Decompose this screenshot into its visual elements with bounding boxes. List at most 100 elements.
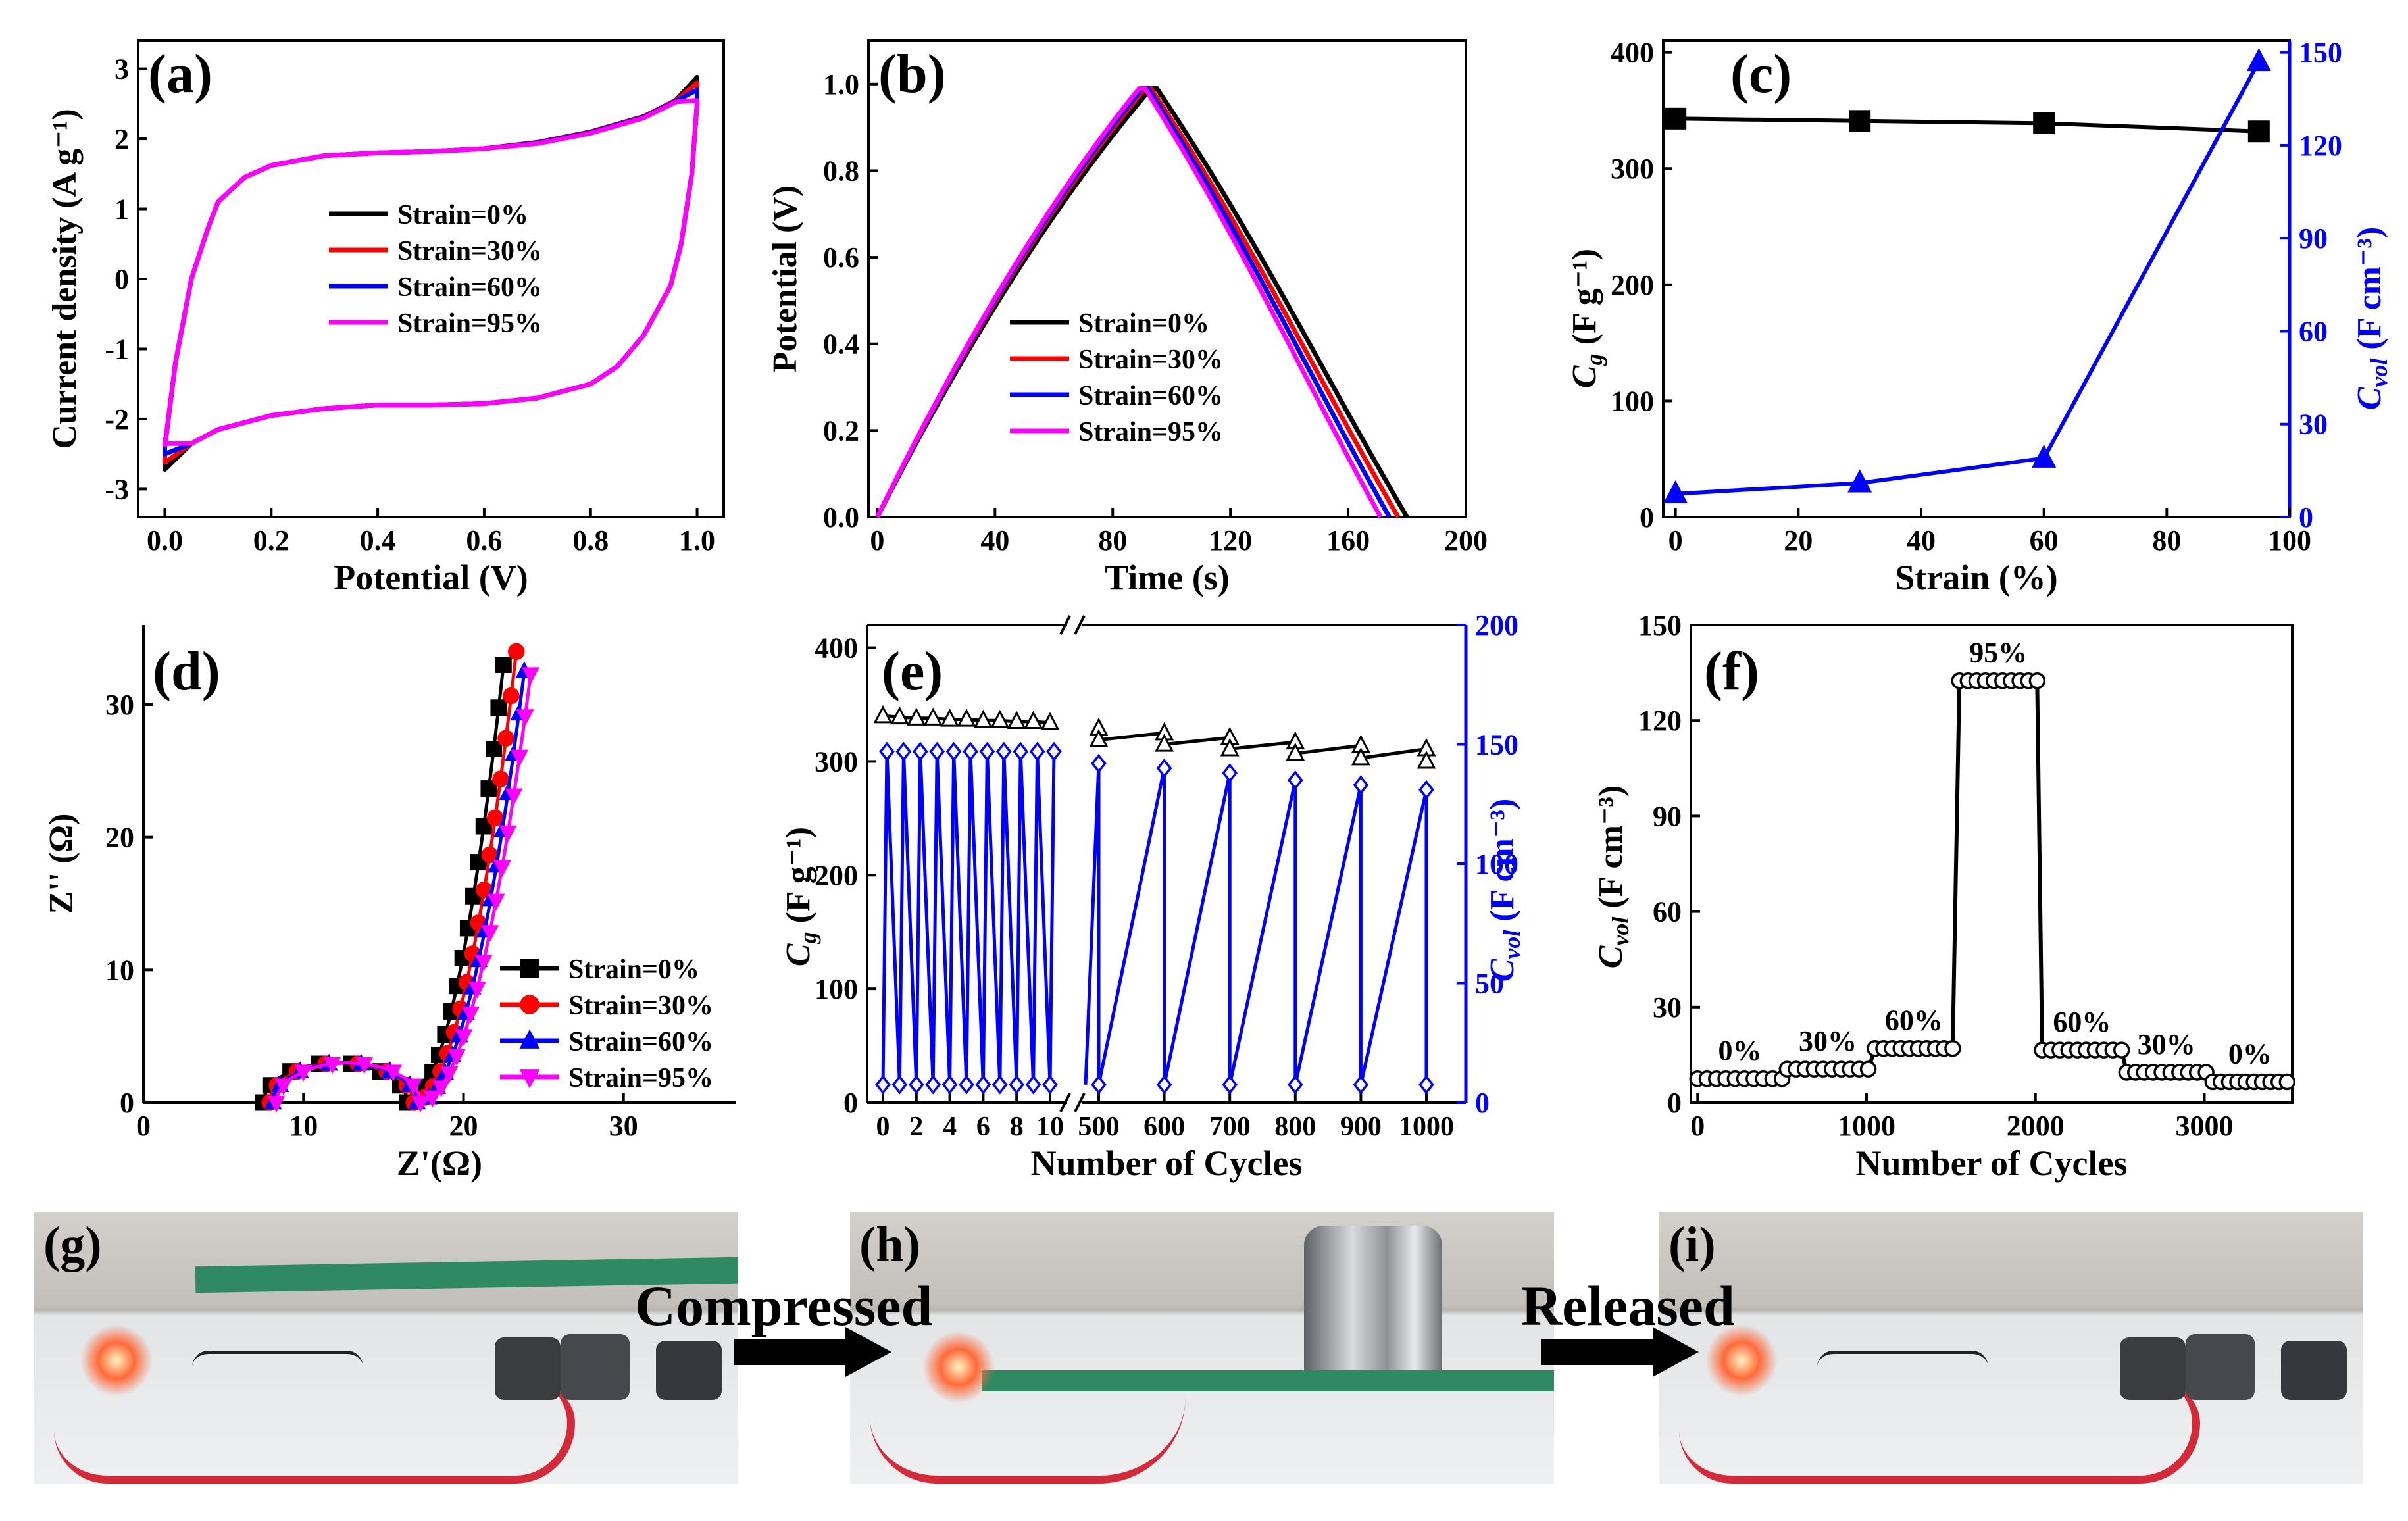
x-tick-label: 40: [1907, 524, 1936, 557]
legend-marker: [520, 959, 539, 978]
y-axis-title-right-part: (F cm⁻³): [2351, 227, 2388, 359]
nyquist-point: [468, 982, 486, 999]
cvol-point: [1287, 1074, 1303, 1095]
cg-point: [940, 709, 960, 727]
legend-label: Strain=60%: [568, 1027, 713, 1057]
y-tick-label: 60: [1653, 896, 1682, 928]
cg-point: [1351, 747, 1370, 766]
y-tick-label: 1: [114, 193, 129, 226]
nyquist-point: [355, 1057, 374, 1074]
x-tick-label: 40: [980, 524, 1009, 557]
y-tick-label: 100: [815, 973, 858, 1005]
strain-annotation: 0%: [2228, 1038, 2272, 1070]
photo-panel-g: (g): [34, 1212, 738, 1484]
y-axis-title-part: C: [1592, 945, 1630, 968]
gcd-curve: [875, 86, 1392, 518]
cvol-point: [1418, 780, 1434, 800]
y-tick-label: 0: [1667, 1087, 1682, 1119]
x-tick-label: 2: [909, 1112, 923, 1142]
nyquist-point: [508, 643, 525, 661]
axis-break-mark: [1074, 1093, 1086, 1112]
cg-point: [1665, 107, 1687, 130]
nyquist-point: [323, 1057, 341, 1074]
legend-marker: [519, 1069, 540, 1089]
cg-point: [907, 707, 926, 726]
cvol-point: [912, 741, 928, 762]
y-tick-label: 2: [114, 123, 129, 155]
cvol-point: [908, 1074, 924, 1095]
cvol-point: [945, 741, 962, 762]
cvol-line: [1697, 678, 2288, 1084]
legend-label: Strain=0%: [397, 200, 528, 230]
gcd-curve: [875, 86, 1383, 518]
red-wire: [54, 1384, 575, 1484]
x-axis-title: Strain (%): [1895, 558, 2057, 597]
legend-label: Strain=95%: [397, 309, 542, 339]
x-tick-label: 10: [1036, 1112, 1064, 1142]
cvol-point: [1847, 469, 1872, 493]
cvol-zigzag: [1084, 763, 1428, 1085]
cvol-line: [1675, 61, 2261, 496]
cvol-point: [1222, 763, 1238, 783]
electrode-block: [2186, 1334, 2255, 1400]
y-axis-title-right: Cvol (F cm⁻³): [1484, 799, 1525, 982]
y-axis-title-right-part: vol: [2366, 359, 2392, 387]
nyquist-point: [423, 1090, 441, 1108]
y-axis-title-right-part: vol: [1499, 930, 1525, 959]
x-axis-title: Number of Cycles: [1856, 1143, 2128, 1183]
y-tick-label: 0.6: [823, 241, 859, 274]
y-tick-label: -3: [105, 473, 129, 505]
plot-frame: [867, 39, 1467, 518]
y-axis-title-right: Cvol (F cm⁻³): [2351, 227, 2392, 411]
x-tick-label: 0: [876, 1112, 890, 1142]
cvol-point: [975, 1074, 991, 1095]
released-label: Released: [1521, 1274, 1735, 1337]
cg-point: [1007, 711, 1026, 730]
cg-point: [1040, 712, 1060, 730]
x-tick-label: 800: [1274, 1112, 1316, 1142]
panel-label: (c): [1730, 43, 1792, 105]
y-axis-title-left-part: C: [780, 943, 817, 966]
y-tick-label: 150: [1475, 729, 1518, 761]
cg-point: [1089, 729, 1109, 747]
cg-point: [1155, 734, 1174, 752]
x-tick-label: 2000: [2007, 1110, 2065, 1142]
y-tick-label: 0.2: [823, 414, 859, 447]
y-axis-title-right-part: C: [1484, 958, 1521, 982]
y-tick-label: 10: [105, 954, 134, 986]
nyquist-point: [440, 1066, 459, 1084]
photo-label-i: (i): [1668, 1217, 1716, 1272]
y-tick-label: 20: [105, 822, 134, 854]
nyquist-point: [432, 1080, 451, 1097]
x-tick-label: 0: [870, 524, 884, 557]
glass-slide: [982, 1370, 1554, 1391]
x-tick-label: 30: [609, 1110, 638, 1142]
strain-annotation: 60%: [1885, 1005, 1943, 1037]
panel-b: 0 40 80 120 160 200 0.0 0.2 0.4 0.6 0.8 1.0 Time (s)…: [766, 39, 1488, 597]
nyquist-point: [480, 780, 497, 797]
cvol-point: [1042, 1074, 1058, 1095]
electrode-block: [2281, 1341, 2347, 1400]
strain-annotation: 30%: [2138, 1028, 2195, 1060]
cg-point: [890, 706, 909, 725]
strain-annotation: 0%: [1718, 1035, 1761, 1067]
y-axis-title-right-part: (F cm⁻³): [1484, 799, 1521, 930]
axis-break-mark: [1074, 615, 1086, 635]
cg-point: [2033, 112, 2055, 134]
strain-annotation: 95%: [1969, 637, 2027, 669]
legend-label: Strain=0%: [568, 955, 699, 985]
cvol-point: [1025, 1074, 1041, 1095]
legend-label: Strain=0%: [1078, 309, 1209, 339]
x-axis-title: Number of Cycles: [1031, 1143, 1303, 1183]
strain-annotation: 30%: [1799, 1025, 1857, 1057]
x-tick-label: 900: [1340, 1112, 1382, 1142]
legend-label: Strain=60%: [397, 272, 542, 303]
y-tick-label: 400: [815, 632, 858, 664]
right-arrow-icon: [1541, 1327, 1699, 1377]
panel-label: (e): [882, 641, 943, 702]
y-axis-title-left: Cg (F g⁻¹): [1566, 249, 1607, 388]
cvol-point: [925, 1074, 941, 1095]
y-axis-title: Z'' (Ω): [43, 814, 80, 914]
cvol-point: [1009, 1074, 1025, 1095]
cg-point: [1286, 742, 1305, 761]
